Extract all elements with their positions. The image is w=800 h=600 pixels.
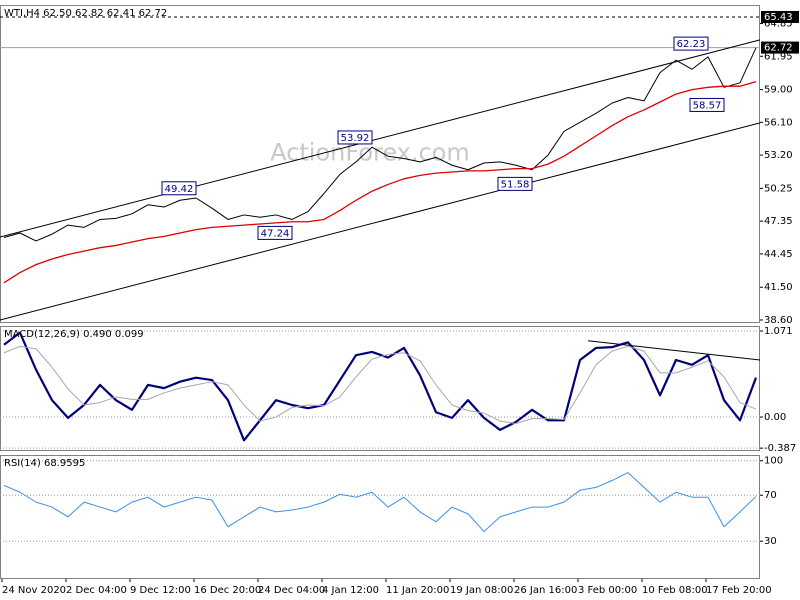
y-tick-label: 59.00 bbox=[764, 85, 793, 96]
trendline bbox=[587, 340, 761, 361]
x-tick-label: 19 Jan 08:00 bbox=[450, 585, 513, 596]
y-tick-label: 44.45 bbox=[764, 249, 793, 260]
annotation-label: 51.58 bbox=[501, 179, 530, 190]
series-line bbox=[3, 345, 757, 424]
trendline bbox=[0, 122, 761, 321]
annotation-box bbox=[673, 36, 709, 51]
panel-title: RSI(14) 68.9595 bbox=[4, 458, 85, 469]
y-tick-label: 47.35 bbox=[764, 216, 793, 227]
panel-title: WTI,H4 62.50 62.82 62.41 62.72 bbox=[4, 8, 167, 19]
x-tick-label: 26 Jan 16:00 bbox=[514, 585, 577, 596]
y-tick-label: 61.95 bbox=[764, 51, 793, 62]
price-level-box bbox=[761, 10, 799, 23]
price-level-label: 62.72 bbox=[764, 43, 793, 54]
y-tick-label: 30 bbox=[764, 536, 777, 547]
panel-frame bbox=[0, 326, 760, 451]
x-tick-label: 24 Dec 04:00 bbox=[258, 585, 325, 596]
x-tick-label: 11 Jan 20:00 bbox=[386, 585, 449, 596]
y-tick-label: 53.20 bbox=[764, 150, 793, 161]
annotation-label: 49.42 bbox=[165, 184, 194, 195]
y-tick-label: 41.50 bbox=[764, 282, 793, 293]
series-line bbox=[3, 47, 757, 242]
annotation-box bbox=[497, 176, 533, 191]
price-level-box bbox=[761, 41, 799, 54]
annotation-label: 58.57 bbox=[693, 100, 722, 111]
annotation-box bbox=[337, 130, 373, 145]
y-tick-label: 50.25 bbox=[764, 183, 793, 194]
x-tick-label: 16 Dec 20:00 bbox=[194, 585, 261, 596]
panel-frame bbox=[0, 5, 760, 323]
series-line bbox=[3, 472, 757, 533]
x-tick-label: 9 Dec 12:00 bbox=[130, 585, 191, 596]
y-tick-label: 0.00 bbox=[764, 412, 786, 423]
y-tick-label: 56.10 bbox=[764, 117, 793, 128]
x-tick-label: 2 Dec 04:00 bbox=[66, 585, 127, 596]
annotation-box bbox=[161, 181, 197, 196]
annotation-box bbox=[689, 97, 725, 112]
y-tick-label: 100 bbox=[764, 456, 783, 467]
x-tick-label: 24 Nov 2020 bbox=[2, 585, 66, 596]
x-tick-label: 3 Feb 00:00 bbox=[578, 585, 637, 596]
x-tick-label: 10 Feb 08:00 bbox=[642, 585, 708, 596]
y-tick-label: 70 bbox=[764, 490, 777, 501]
annotation-box bbox=[257, 225, 293, 240]
y-tick-label: 64.85 bbox=[764, 19, 793, 30]
annotation-label: 62.23 bbox=[677, 39, 706, 50]
x-tick-label: 17 Feb 20:00 bbox=[706, 585, 772, 596]
panel-frame bbox=[0, 455, 760, 579]
x-tick-label: 4 Jan 12:00 bbox=[322, 585, 379, 596]
price-level-label: 65.43 bbox=[764, 12, 793, 23]
series-line bbox=[3, 81, 757, 284]
annotation-label: 53.92 bbox=[341, 133, 370, 144]
y-tick-label: 1.071 bbox=[764, 326, 793, 337]
trendline bbox=[0, 39, 761, 238]
y-tick-label: -0.387 bbox=[764, 443, 796, 454]
series-line bbox=[3, 331, 758, 442]
y-tick-label: 38.60 bbox=[764, 315, 793, 326]
panel-title: MACD(12,26,9) 0.490 0.099 bbox=[4, 329, 144, 340]
annotation-label: 47.24 bbox=[261, 228, 290, 239]
